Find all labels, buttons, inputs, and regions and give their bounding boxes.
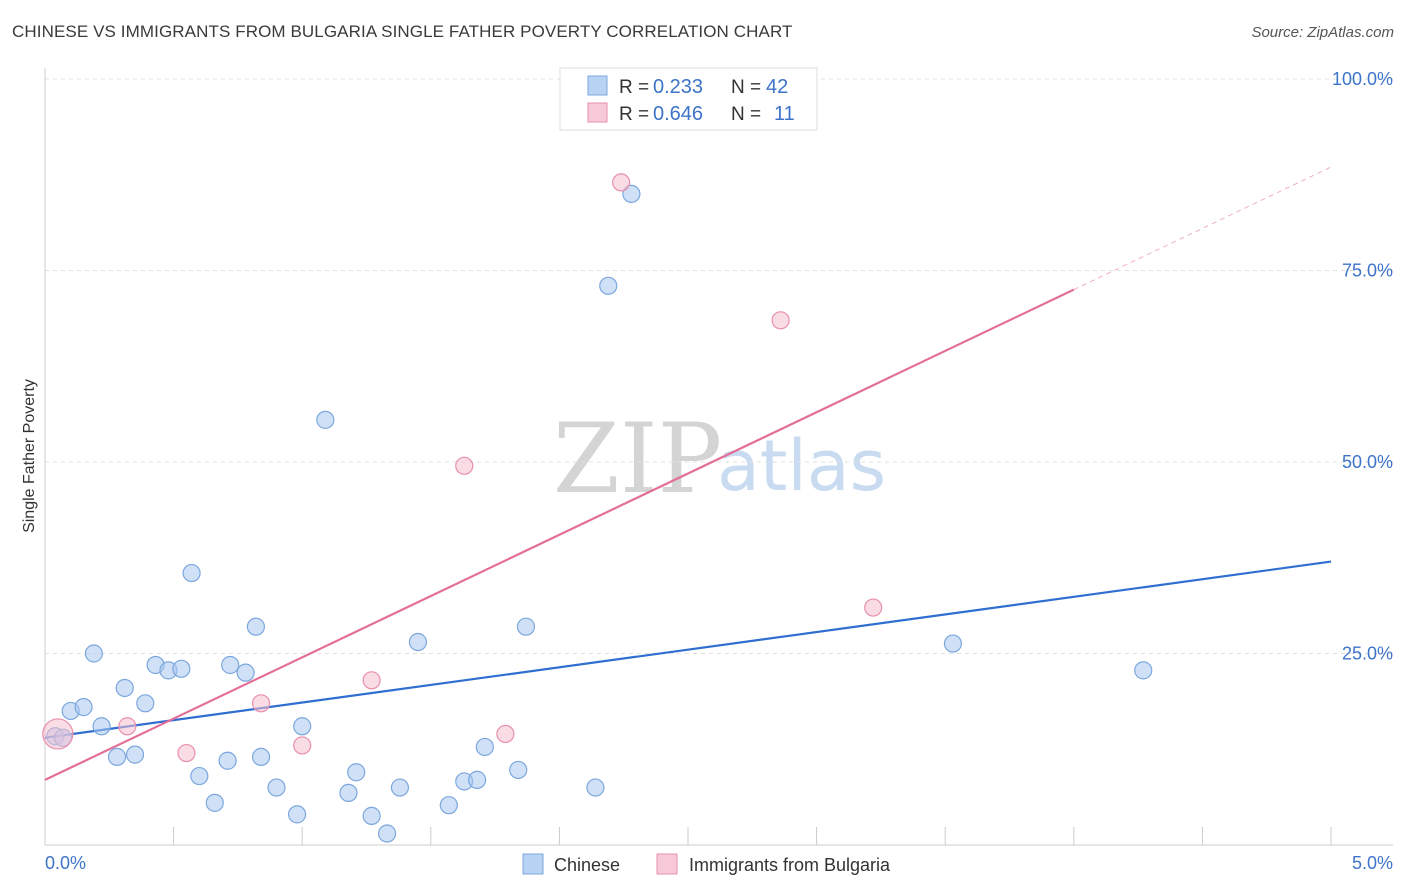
stats-r-value-bulgaria: 0.646 bbox=[653, 103, 703, 125]
point-0-16 bbox=[218, 751, 237, 770]
point-0-19 bbox=[246, 617, 266, 636]
point-0-17 bbox=[221, 655, 240, 675]
point-1-3 bbox=[251, 694, 271, 713]
point-1-4 bbox=[293, 736, 312, 755]
point-1-0 bbox=[42, 718, 74, 750]
point-0-36 bbox=[516, 617, 536, 636]
point-0-26 bbox=[347, 763, 366, 782]
point-0-22 bbox=[287, 805, 307, 824]
legend-label-bulgaria: Immigrants from Bulgaria bbox=[689, 855, 891, 875]
stats-r-label-bulgaria: R = bbox=[619, 104, 649, 125]
trend-extension-1 bbox=[1073, 166, 1332, 291]
point-0-27 bbox=[362, 806, 381, 825]
trend-line-0 bbox=[44, 560, 1332, 739]
point-0-20 bbox=[251, 747, 271, 767]
x-axis-ticks bbox=[173, 827, 1332, 845]
point-1-6 bbox=[455, 456, 474, 475]
point-0-33 bbox=[467, 770, 487, 789]
point-1-2 bbox=[177, 743, 196, 763]
point-0-30 bbox=[408, 632, 428, 652]
y-tick-labels: 25.0% 50.0% 75.0% 100.0% bbox=[1332, 69, 1393, 664]
point-0-15 bbox=[205, 793, 224, 812]
point-0-8 bbox=[125, 745, 145, 764]
point-0-4 bbox=[84, 644, 103, 663]
point-0-18 bbox=[236, 663, 255, 682]
stats-legend: R = 0.233 N = 42 R = 0.646 N = 11 bbox=[559, 67, 818, 131]
gridlines bbox=[45, 78, 1393, 654]
stats-n-label-chinese: N = bbox=[731, 77, 761, 98]
point-0-37 bbox=[586, 778, 605, 797]
point-0-23 bbox=[293, 717, 312, 736]
stats-swatch-chinese bbox=[587, 75, 608, 96]
point-1-8 bbox=[612, 173, 631, 192]
point-0-31 bbox=[439, 796, 458, 815]
point-0-5 bbox=[92, 717, 111, 736]
stats-swatch-bulgaria bbox=[587, 102, 608, 123]
point-0-25 bbox=[339, 783, 358, 803]
legend-swatch-chinese bbox=[522, 853, 544, 875]
point-0-14 bbox=[190, 766, 209, 786]
stats-n-value-bulgaria: 11 bbox=[774, 103, 795, 125]
y-tick-label-3: 100.0% bbox=[1332, 69, 1393, 89]
point-0-13 bbox=[182, 563, 201, 583]
data-points bbox=[42, 173, 1153, 843]
y-tick-label-0: 25.0% bbox=[1342, 644, 1393, 664]
point-0-7 bbox=[115, 678, 134, 698]
point-0-39 bbox=[622, 184, 641, 203]
point-0-3 bbox=[74, 698, 93, 717]
point-0-40 bbox=[943, 634, 963, 653]
point-1-10 bbox=[864, 598, 883, 617]
stats-n-label-bulgaria: N = bbox=[731, 104, 761, 125]
stats-r-value-chinese: 0.233 bbox=[653, 76, 703, 98]
legend-swatch-bulgaria bbox=[656, 853, 678, 875]
trend-lines bbox=[44, 166, 1332, 781]
point-0-21 bbox=[267, 778, 286, 797]
stats-n-value-chinese: 42 bbox=[766, 76, 788, 98]
legend-label-chinese: Chinese bbox=[554, 855, 620, 875]
point-0-38 bbox=[599, 276, 618, 295]
stats-r-label-chinese: R = bbox=[619, 77, 649, 98]
point-1-7 bbox=[496, 724, 515, 744]
y-axis-label: Single Father Poverty bbox=[21, 379, 38, 533]
point-1-9 bbox=[771, 311, 790, 330]
y-tick-label-2: 75.0% bbox=[1342, 261, 1393, 281]
x-tick-label-max: 5.0% bbox=[1352, 853, 1393, 873]
source-credit: Source: ZipAtlas.com bbox=[1251, 24, 1394, 41]
watermark-atlas: atlas bbox=[717, 425, 886, 507]
point-0-12 bbox=[172, 659, 191, 678]
point-0-6 bbox=[107, 747, 127, 767]
trend-line-1 bbox=[44, 288, 1075, 781]
point-0-28 bbox=[377, 824, 397, 843]
point-0-34 bbox=[475, 737, 494, 757]
point-0-41 bbox=[1134, 661, 1153, 680]
series-legend: Chinese Immigrants from Bulgaria bbox=[522, 853, 891, 875]
point-0-29 bbox=[390, 778, 410, 797]
y-tick-label-1: 50.0% bbox=[1342, 452, 1393, 472]
x-tick-label-min: 0.0% bbox=[45, 853, 86, 873]
point-0-24 bbox=[316, 410, 335, 429]
point-0-9 bbox=[136, 694, 155, 713]
point-1-1 bbox=[118, 717, 137, 736]
point-0-35 bbox=[509, 760, 528, 780]
chart-title: CHINESE VS IMMIGRANTS FROM BULGARIA SING… bbox=[12, 22, 793, 41]
point-1-5 bbox=[362, 671, 381, 690]
